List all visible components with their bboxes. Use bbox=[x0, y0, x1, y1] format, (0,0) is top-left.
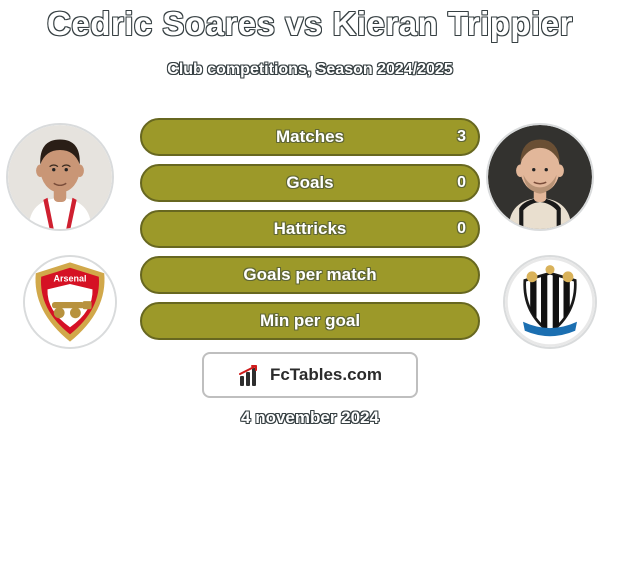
stat-bar-pill bbox=[140, 210, 480, 248]
stat-bar-value: 0 bbox=[457, 220, 466, 238]
stat-bar-pill bbox=[140, 118, 480, 156]
comparison-infographic: Cedric Soares vs Kieran Trippier Club co… bbox=[0, 0, 620, 580]
stat-bar-value: 0 bbox=[457, 174, 466, 192]
bar-chart-icon bbox=[238, 364, 264, 386]
page-title: Cedric Soares vs Kieran Trippier bbox=[0, 5, 620, 43]
player-left-avatar bbox=[8, 125, 112, 229]
stat-bar-pill bbox=[140, 164, 480, 202]
snapshot-date: 4 november 2024 bbox=[0, 408, 620, 428]
arsenal-crest-icon: Arsenal bbox=[25, 257, 115, 347]
page-subtitle: Club competitions, Season 2024/2025 bbox=[0, 61, 620, 79]
newcastle-crest-icon bbox=[505, 257, 595, 347]
player-left-avatar-svg bbox=[8, 125, 112, 229]
source-credit-text: FcTables.com bbox=[270, 365, 382, 385]
stat-bars: Matches3 Goals0 Hattricks0 Goals per match M… bbox=[140, 118, 480, 348]
stat-bar-pill bbox=[140, 302, 480, 340]
svg-text:Arsenal: Arsenal bbox=[53, 273, 86, 283]
stat-bar-row: Goals0 bbox=[140, 164, 480, 202]
club-left-crest: Arsenal bbox=[25, 257, 115, 347]
stat-bar-value: 3 bbox=[457, 128, 466, 146]
stat-bar-pill bbox=[140, 256, 480, 294]
stat-bar-row: Hattricks0 bbox=[140, 210, 480, 248]
stat-bar-row: Matches3 bbox=[140, 118, 480, 156]
stat-bar-row: Min per goal bbox=[140, 302, 480, 340]
source-credit: FcTables.com bbox=[202, 352, 418, 398]
stat-bar-row: Goals per match bbox=[140, 256, 480, 294]
player-right-avatar-svg bbox=[488, 125, 592, 229]
player-right-avatar bbox=[488, 125, 592, 229]
club-right-crest bbox=[505, 257, 595, 347]
